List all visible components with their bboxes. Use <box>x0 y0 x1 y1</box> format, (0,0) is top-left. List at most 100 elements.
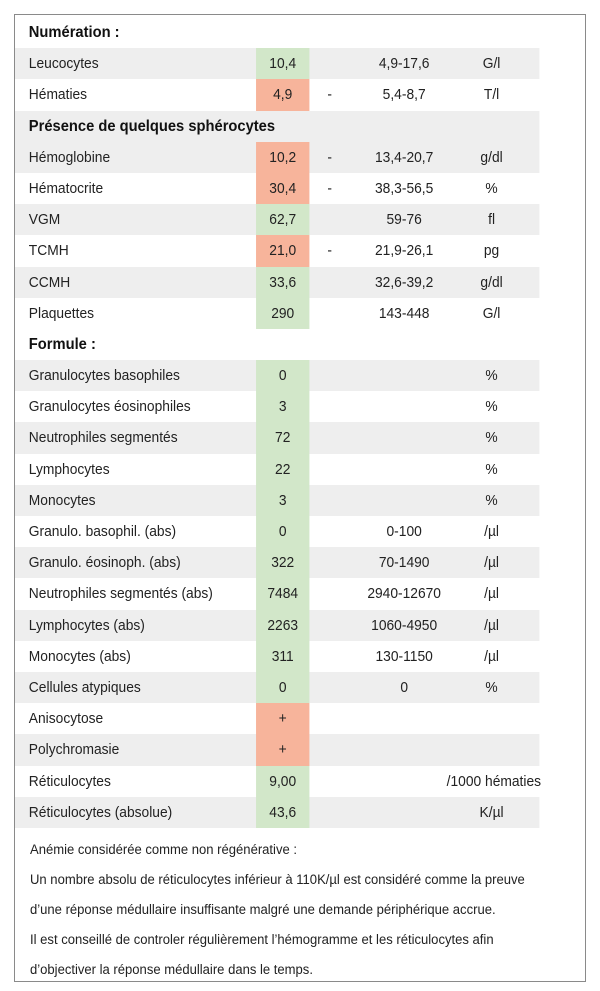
reference-range <box>344 454 464 485</box>
table-row: Granulocytes éosinophiles 3 % <box>15 391 539 423</box>
table-row: Anisocytose + <box>15 703 539 735</box>
unit: g/dl <box>480 148 503 166</box>
reference-range: 4,9-17,6 <box>378 55 430 73</box>
reference-range <box>344 422 464 453</box>
unit: % <box>485 429 498 447</box>
result-value: 9,00 <box>256 765 310 797</box>
parameter-label: Monocytes <box>28 491 96 509</box>
reference-range: 0-100 <box>386 523 422 540</box>
reference-range: 143-448 <box>378 304 430 322</box>
reference-range: 21,9-26,1 <box>374 242 434 260</box>
reference-range: 32,6-39,2 <box>374 273 434 291</box>
result-value: 322 <box>256 547 310 579</box>
parameter-label: Neutrophiles segmentés <box>28 429 178 447</box>
table-row: Monocytes (abs) 311 130-1150 /µl <box>15 640 539 672</box>
result-value: 62,7 <box>256 204 310 236</box>
low-flag: - <box>327 179 332 197</box>
section-heading-numeration: Numération : <box>15 17 539 48</box>
parameter-label: Réticulocytes (absolue) <box>28 803 173 821</box>
unit: pg <box>483 242 500 260</box>
table-row: Cellules atypiques 0 0 % <box>15 671 540 704</box>
unit: % <box>485 367 498 385</box>
unit: % <box>485 398 498 416</box>
unit: /µl <box>484 523 499 540</box>
table-row: Hématies 4,9 - 5,4-8,7 T/l <box>15 79 539 111</box>
unit: /µl <box>484 616 499 634</box>
unit: /1000 hématies <box>446 772 542 790</box>
section-title: Présence de quelques sphérocytes <box>28 117 276 135</box>
table-row: CCMH 33,6 32,6-39,2 g/dl <box>15 266 540 298</box>
unit: % <box>485 179 498 197</box>
unit: % <box>485 678 498 696</box>
lab-results-panel: Numération : Leucocytes 10,4 4,9-17,6 G/… <box>14 14 586 982</box>
reference-range: 59-76 <box>386 211 422 229</box>
unit: T/l <box>483 86 500 104</box>
parameter-label: Polychromasie <box>28 741 120 759</box>
reference-range <box>344 485 464 516</box>
result-value: 43,6 <box>256 796 310 828</box>
reference-range: 1060-4950 <box>371 616 438 634</box>
parameter-label: Granulocytes basophiles <box>28 367 180 385</box>
result-value: 311 <box>256 640 310 672</box>
result-value: 4,9 <box>256 79 310 111</box>
unit: G/l <box>482 304 501 322</box>
section-title: Numération : <box>28 24 120 41</box>
parameter-label: Anisocytose <box>28 710 104 728</box>
section-heading-spherocytes: Présence de quelques sphérocytes <box>15 110 540 142</box>
parameter-label: TCMH <box>28 242 69 260</box>
table-row: Granulo. éosinoph. (abs) 322 70-1490 /µl <box>15 547 540 579</box>
table-row: Hémoglobine 10,2 - 13,4-20,7 g/dl <box>15 141 540 173</box>
parameter-label: Monocytes (abs) <box>28 647 131 665</box>
result-value: 290 <box>256 297 310 329</box>
note-line: d’une réponse médullaire insuffisante ma… <box>30 902 496 918</box>
low-flag <box>324 204 335 235</box>
result-value: 30,4 <box>256 172 310 205</box>
parameter-label: CCMH <box>28 273 71 291</box>
low-flag: - <box>327 148 332 166</box>
unit: fl <box>488 211 496 229</box>
parameter-label: Granulocytes éosinophiles <box>28 398 191 416</box>
result-value: 0 <box>256 360 310 392</box>
result-value: 22 <box>256 453 310 485</box>
table-row: Lymphocytes (abs) 2263 1060-4950 /µl <box>15 609 540 641</box>
reference-range: 13,4-20,7 <box>374 148 434 166</box>
low-flag <box>324 267 335 298</box>
table-row: TCMH 21,0 - 21,9-26,1 pg <box>15 235 539 267</box>
parameter-label: Hémoglobine <box>28 148 111 166</box>
unit: G/l <box>482 55 501 73</box>
table-row: Polychromasie + <box>15 734 540 766</box>
result-value: 3 <box>256 484 310 516</box>
unit: /µl <box>484 554 499 572</box>
result-value: 72 <box>256 422 310 454</box>
table-row: Lymphocytes 22 % <box>15 453 539 485</box>
parameter-label: Réticulocytes <box>28 772 111 790</box>
reference-range: 0 <box>400 678 408 696</box>
table-row: Granulo. basophil. (abs) 0 0-100 /µl <box>15 516 539 548</box>
parameter-label: Granulo. éosinoph. (abs) <box>28 554 181 572</box>
parameter-label: Leucocytes <box>28 55 99 73</box>
table-row: Neutrophiles segmentés 72 % <box>15 422 540 454</box>
low-flag <box>324 298 335 329</box>
table-row: Plaquettes 290 143-448 G/l <box>15 297 539 329</box>
table-row: VGM 62,7 59-76 fl <box>15 204 540 236</box>
interpretation-notes: Anémie considérée comme non régénérative… <box>30 835 545 985</box>
section-title: Formule : <box>28 335 96 353</box>
note-line: Il est conseillé de controler régulièrem… <box>30 932 494 948</box>
unit: g/dl <box>480 273 503 291</box>
result-value: 3 <box>256 391 310 423</box>
reference-range: 70-1490 <box>378 554 430 572</box>
parameter-label: Lymphocytes (abs) <box>28 616 145 634</box>
result-value: 10,2 <box>256 141 310 173</box>
result-value: 2263 <box>256 609 310 641</box>
section-heading-formule: Formule : <box>15 329 539 360</box>
reference-range <box>344 360 464 391</box>
parameter-label: Hématies <box>28 86 88 104</box>
low-flag <box>324 48 335 79</box>
reference-range: 130-1150 <box>375 647 433 665</box>
unit: /µl <box>484 585 499 603</box>
low-flag: - <box>327 86 332 104</box>
note-line: d’objectiver la réponse médullaire dans … <box>30 962 313 978</box>
results-table: Numération : Leucocytes 10,4 4,9-17,6 G/… <box>15 17 585 828</box>
parameter-label: Cellules atypiques <box>28 678 141 696</box>
result-value: + <box>256 703 310 735</box>
